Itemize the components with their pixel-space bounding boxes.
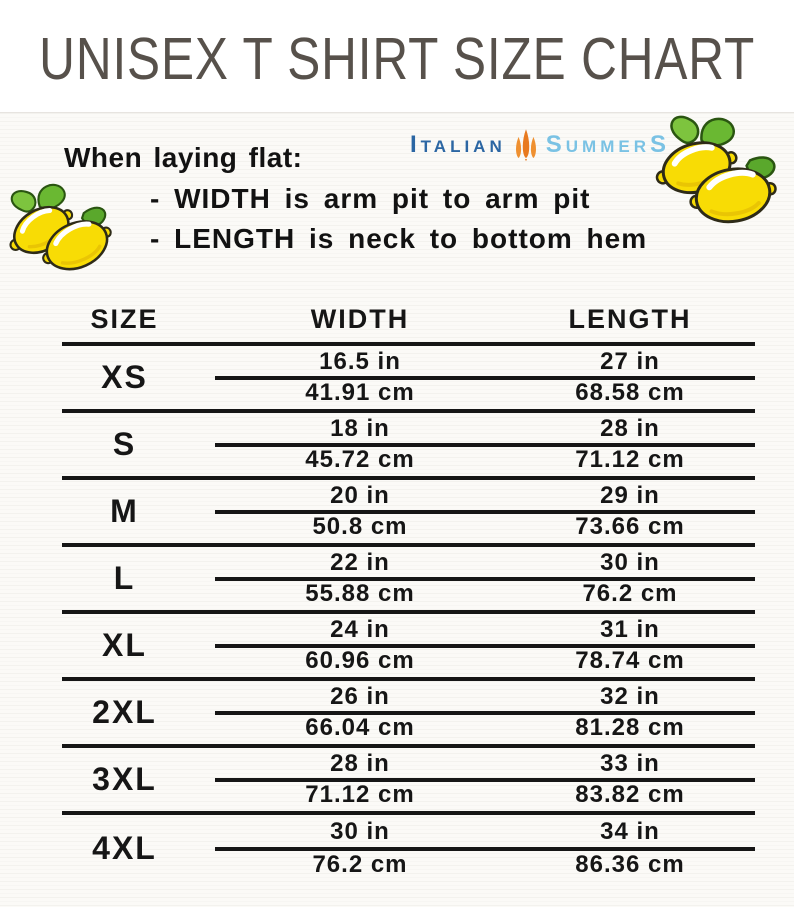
title-band: UNISEX T SHIRT SIZE CHART bbox=[0, 0, 794, 113]
length-cm-value: 86.36 cm bbox=[575, 851, 685, 879]
header-length: LENGTH bbox=[568, 303, 692, 334]
width-cm-value: 66.04 cm bbox=[305, 714, 415, 742]
length-values: 33 in 83.82 cm bbox=[505, 748, 755, 811]
width-inches-value: 20 in bbox=[330, 481, 390, 509]
width-instruction: - WIDTH is arm pit to arm pit bbox=[150, 183, 591, 214]
brand-italian-initial: I bbox=[410, 130, 421, 158]
length-inches-value: 33 in bbox=[600, 749, 660, 777]
brand-summers-end: S bbox=[649, 130, 670, 158]
table-row: 4XL 30 in 76.2 cm 34 in 86.36 cm bbox=[62, 815, 755, 882]
table-row: L 22 in 55.88 cm 30 in 76.2 cm bbox=[62, 547, 755, 614]
length-instruction: - LENGTH is neck to bottom hem bbox=[150, 223, 648, 254]
brand-italian-rest: TALIAN bbox=[420, 136, 506, 156]
size-table-body: XS 16.5 in 41.91 cm 27 in 68.58 cm S 18 … bbox=[62, 346, 755, 882]
length-cm-value: 78.74 cm bbox=[575, 647, 685, 675]
brand-summers-initial: S bbox=[545, 130, 566, 158]
size-table: SIZE WIDTH LENGTH XS 16.5 in 41.91 cm 27… bbox=[62, 296, 755, 882]
width-cm-value: 50.8 cm bbox=[312, 513, 408, 541]
width-values: 26 in 66.04 cm bbox=[215, 681, 505, 744]
length-inches-value: 31 in bbox=[600, 615, 660, 643]
header-width: WIDTH bbox=[310, 303, 410, 334]
length-inches-value: 29 in bbox=[600, 481, 660, 509]
width-inches-value: 24 in bbox=[330, 615, 390, 643]
length-inches-value: 34 in bbox=[600, 817, 660, 845]
width-values: 20 in 50.8 cm bbox=[215, 480, 505, 543]
length-inches-value: 32 in bbox=[600, 682, 660, 710]
table-row: XS 16.5 in 41.91 cm 27 in 68.58 cm bbox=[62, 346, 755, 413]
table-row: XL 24 in 60.96 cm 31 in 78.74 cm bbox=[62, 614, 755, 681]
lemons-icon-left bbox=[4, 179, 116, 281]
length-cm-value: 76.2 cm bbox=[582, 580, 678, 608]
width-cm-value: 55.88 cm bbox=[305, 580, 415, 608]
size-label: L bbox=[113, 560, 136, 596]
length-cm-value: 83.82 cm bbox=[575, 781, 685, 809]
width-inches-value: 28 in bbox=[330, 749, 390, 777]
table-row: 2XL 26 in 66.04 cm 32 in 81.28 cm bbox=[62, 681, 755, 748]
size-table-header: SIZE WIDTH LENGTH bbox=[62, 296, 755, 346]
width-inches-value: 18 in bbox=[330, 414, 390, 442]
length-values: 30 in 76.2 cm bbox=[505, 547, 755, 610]
length-inches-value: 27 in bbox=[600, 347, 660, 375]
width-inches-value: 30 in bbox=[330, 817, 390, 845]
length-values: 34 in 86.36 cm bbox=[505, 815, 755, 882]
width-cm-value: 45.72 cm bbox=[305, 446, 415, 474]
brand-summers-mid: UMMER bbox=[565, 136, 650, 156]
length-values: 32 in 81.28 cm bbox=[505, 681, 755, 744]
length-cm-value: 81.28 cm bbox=[575, 714, 685, 742]
size-label: 3XL bbox=[92, 761, 157, 797]
size-label: XL bbox=[102, 627, 147, 663]
length-cm-value: 68.58 cm bbox=[575, 379, 685, 407]
table-row: 3XL 28 in 71.12 cm 33 in 83.82 cm bbox=[62, 748, 755, 815]
size-label: 2XL bbox=[92, 694, 157, 730]
size-label: S bbox=[112, 426, 137, 462]
size-label: M bbox=[110, 493, 139, 529]
width-cm-value: 71.12 cm bbox=[305, 781, 415, 809]
lemons-icon-right bbox=[639, 99, 794, 247]
table-row: S 18 in 45.72 cm 28 in 71.12 cm bbox=[62, 413, 755, 480]
width-inches-value: 16.5 in bbox=[319, 347, 401, 375]
width-cm-value: 60.96 cm bbox=[305, 647, 415, 675]
width-values: 24 in 60.96 cm bbox=[215, 614, 505, 677]
width-values: 22 in 55.88 cm bbox=[215, 547, 505, 610]
brand-logo: ITALIAN SUMMERS bbox=[410, 126, 670, 163]
size-label: 4XL bbox=[92, 830, 157, 866]
width-inches-value: 26 in bbox=[330, 682, 390, 710]
length-inches-value: 30 in bbox=[600, 548, 660, 576]
width-values: 16.5 in 41.91 cm bbox=[215, 346, 505, 409]
length-values: 29 in 73.66 cm bbox=[505, 480, 755, 543]
length-values: 28 in 71.12 cm bbox=[505, 413, 755, 476]
length-values: 27 in 68.58 cm bbox=[505, 346, 755, 409]
width-values: 28 in 71.12 cm bbox=[215, 748, 505, 811]
brand-name-summers: SUMMERS bbox=[546, 131, 670, 159]
length-cm-value: 73.66 cm bbox=[575, 513, 685, 541]
measuring-instructions-heading: When laying flat: bbox=[64, 142, 303, 173]
page-title: UNISEX T SHIRT SIZE CHART bbox=[39, 26, 755, 92]
width-cm-value: 76.2 cm bbox=[312, 851, 408, 879]
width-cm-value: 41.91 cm bbox=[305, 379, 415, 407]
cypress-flames-icon bbox=[515, 129, 536, 161]
width-values: 30 in 76.2 cm bbox=[215, 815, 505, 882]
table-row: M 20 in 50.8 cm 29 in 73.66 cm bbox=[62, 480, 755, 547]
size-label: XS bbox=[101, 359, 148, 395]
brand-name-italian: ITALIAN bbox=[410, 131, 506, 159]
width-values: 18 in 45.72 cm bbox=[215, 413, 505, 476]
header-size: SIZE bbox=[90, 303, 159, 334]
length-cm-value: 71.12 cm bbox=[575, 446, 685, 474]
length-values: 31 in 78.74 cm bbox=[505, 614, 755, 677]
length-inches-value: 28 in bbox=[600, 414, 660, 442]
width-inches-value: 22 in bbox=[330, 548, 390, 576]
content-area: ITALIAN SUMMERS When laying flat: - WIDT… bbox=[0, 113, 794, 907]
